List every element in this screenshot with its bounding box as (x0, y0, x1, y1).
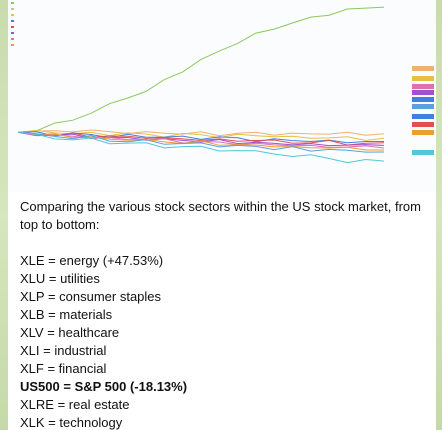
chart-svg (8, 0, 436, 192)
message-intro: Comparing the various stock sectors with… (20, 199, 421, 232)
series-line (17, 131, 385, 164)
series-line (17, 131, 385, 153)
sector-line: XLU = utilities (20, 271, 100, 286)
series-line (17, 6, 385, 133)
message-text: Comparing the various stock sectors with… (20, 198, 430, 430)
sector-line: XLF = financial (20, 361, 107, 376)
sector-line: XLRE = real estate (20, 397, 130, 412)
sector-performance-chart-image[interactable] (8, 0, 436, 192)
chart-right-scale (412, 66, 434, 155)
sector-line: XLI = industrial (20, 343, 107, 358)
series-line (17, 129, 385, 137)
chart-legend (11, 2, 14, 46)
series-line (17, 131, 385, 149)
sector-line: XLV = healthcare (20, 325, 120, 340)
sector-line: XLB = materials (20, 307, 113, 322)
sector-line: XLE = energy (+47.53%) (20, 253, 164, 268)
chart-background (8, 0, 436, 192)
chart-series-layer (17, 6, 385, 164)
chat-message-bubble: Comparing the various stock sectors with… (8, 0, 436, 430)
chat-background-right (436, 0, 442, 430)
series-line (17, 131, 384, 144)
chat-background-left (0, 0, 8, 430)
sector-line: XLK = technology (20, 415, 123, 430)
sector-line-sp500: US500 = S&P 500 (-18.13%) (20, 379, 188, 394)
sector-line: XLP = consumer staples (20, 289, 162, 304)
